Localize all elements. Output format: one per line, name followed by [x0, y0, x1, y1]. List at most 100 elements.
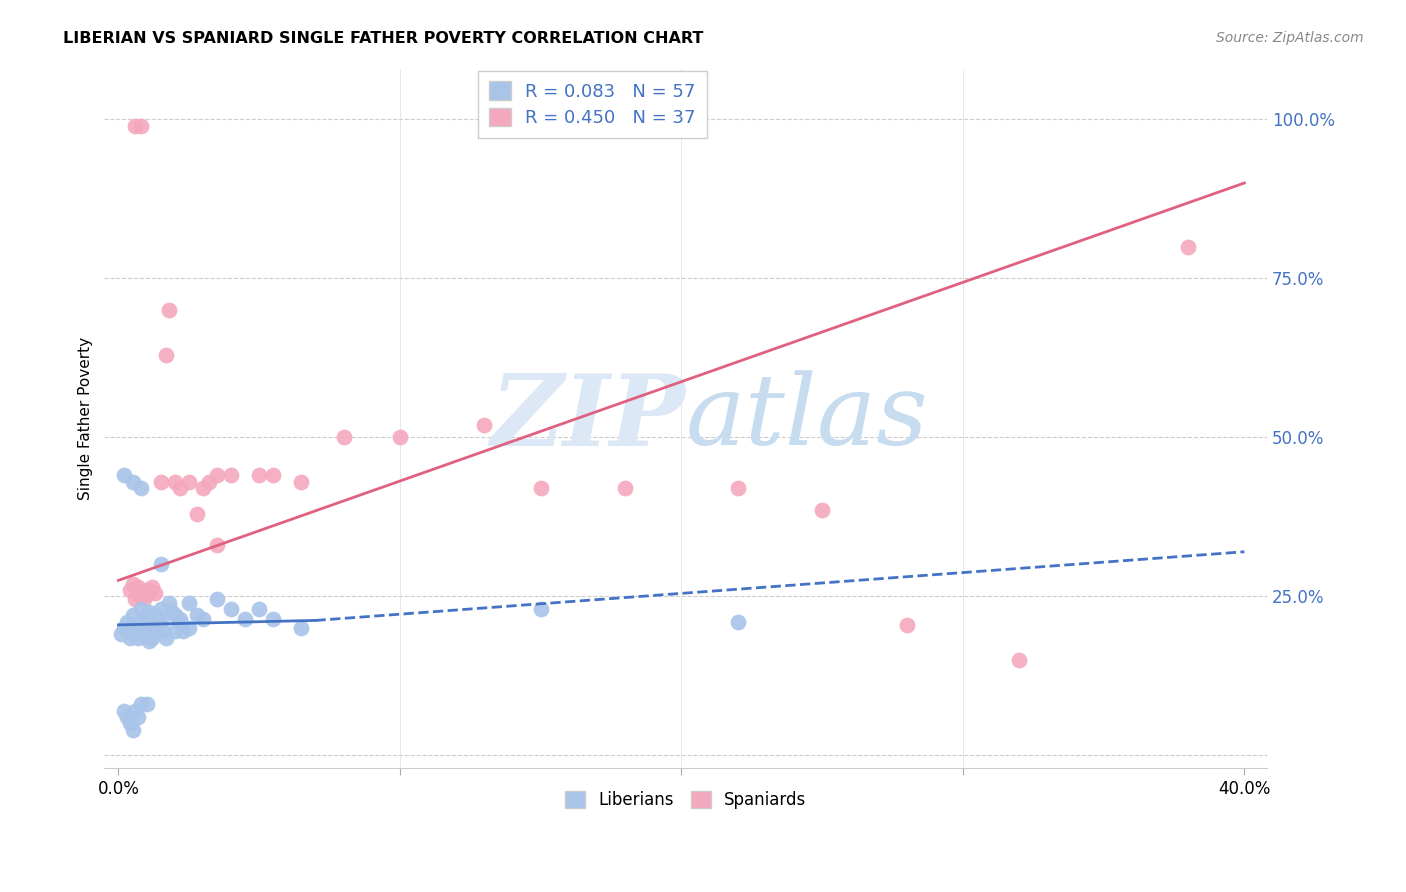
Point: [141, 580, 163, 594]
Point: [219, 468, 242, 483]
Point: [149, 602, 172, 616]
Point: [132, 627, 155, 641]
Point: [197, 475, 219, 489]
Point: [132, 621, 155, 635]
Point: [127, 580, 149, 594]
Point: [191, 611, 214, 625]
Point: [115, 615, 138, 629]
Point: [129, 698, 152, 712]
Point: [169, 481, 191, 495]
Point: [115, 710, 138, 724]
Point: [727, 481, 749, 495]
Point: [129, 602, 152, 616]
Point: [262, 468, 284, 483]
Point: [143, 608, 166, 623]
Point: [124, 704, 146, 718]
Point: [157, 596, 180, 610]
Point: [157, 303, 180, 318]
Point: [149, 615, 172, 629]
Point: [388, 430, 411, 444]
Point: [141, 624, 163, 639]
Point: [121, 576, 143, 591]
Point: [191, 481, 214, 495]
Point: [155, 348, 177, 362]
Point: [118, 582, 141, 597]
Point: [205, 592, 228, 607]
Point: [155, 631, 177, 645]
Point: [247, 602, 270, 616]
Point: [530, 602, 553, 616]
Point: [233, 611, 256, 625]
Point: [149, 475, 172, 489]
Point: [169, 611, 191, 625]
Point: [811, 503, 834, 517]
Point: [160, 605, 183, 619]
Point: [290, 621, 312, 635]
Point: [112, 468, 135, 483]
Y-axis label: Single Father Poverty: Single Father Poverty: [79, 336, 93, 500]
Point: [152, 624, 174, 639]
Point: [118, 631, 141, 645]
Point: [146, 611, 169, 625]
Point: [121, 475, 143, 489]
Point: [135, 582, 157, 597]
Point: [121, 723, 143, 737]
Point: [112, 621, 135, 635]
Point: [163, 608, 186, 623]
Point: [118, 716, 141, 731]
Point: [138, 633, 160, 648]
Point: [124, 592, 146, 607]
Point: [129, 615, 152, 629]
Point: [124, 621, 146, 635]
Point: [163, 475, 186, 489]
Point: [135, 618, 157, 632]
Point: [177, 596, 200, 610]
Point: [135, 698, 157, 712]
Point: [530, 481, 553, 495]
Point: [177, 475, 200, 489]
Legend: Liberians, Spaniards: Liberians, Spaniards: [558, 784, 813, 815]
Point: [143, 621, 166, 635]
Point: [474, 417, 496, 432]
Text: atlas: atlas: [686, 370, 928, 466]
Point: [127, 624, 149, 639]
Point: [727, 615, 749, 629]
Point: [1177, 239, 1199, 253]
Point: [124, 119, 146, 133]
Point: [186, 507, 208, 521]
Point: [177, 621, 200, 635]
Point: [129, 589, 152, 603]
Point: [121, 627, 143, 641]
Point: [129, 119, 152, 133]
Point: [205, 468, 228, 483]
Text: ZIP: ZIP: [491, 370, 686, 467]
Text: LIBERIAN VS SPANIARD SINGLE FATHER POVERTY CORRELATION CHART: LIBERIAN VS SPANIARD SINGLE FATHER POVER…: [63, 31, 703, 46]
Point: [138, 586, 160, 600]
Point: [112, 704, 135, 718]
Point: [141, 631, 163, 645]
Point: [262, 611, 284, 625]
Point: [896, 618, 918, 632]
Point: [149, 558, 172, 572]
Point: [205, 538, 228, 552]
Point: [1008, 653, 1031, 667]
Point: [219, 602, 242, 616]
Text: Source: ZipAtlas.com: Source: ZipAtlas.com: [1216, 31, 1364, 45]
Point: [121, 608, 143, 623]
Point: [332, 430, 354, 444]
Point: [172, 624, 194, 639]
Point: [110, 627, 132, 641]
Point: [247, 468, 270, 483]
Point: [169, 615, 191, 629]
Point: [186, 608, 208, 623]
Point: [163, 624, 186, 639]
Point: [138, 605, 160, 619]
Point: [143, 586, 166, 600]
Point: [290, 475, 312, 489]
Point: [132, 592, 155, 607]
Point: [127, 631, 149, 645]
Point: [127, 710, 149, 724]
Point: [614, 481, 637, 495]
Point: [135, 611, 157, 625]
Point: [129, 481, 152, 495]
